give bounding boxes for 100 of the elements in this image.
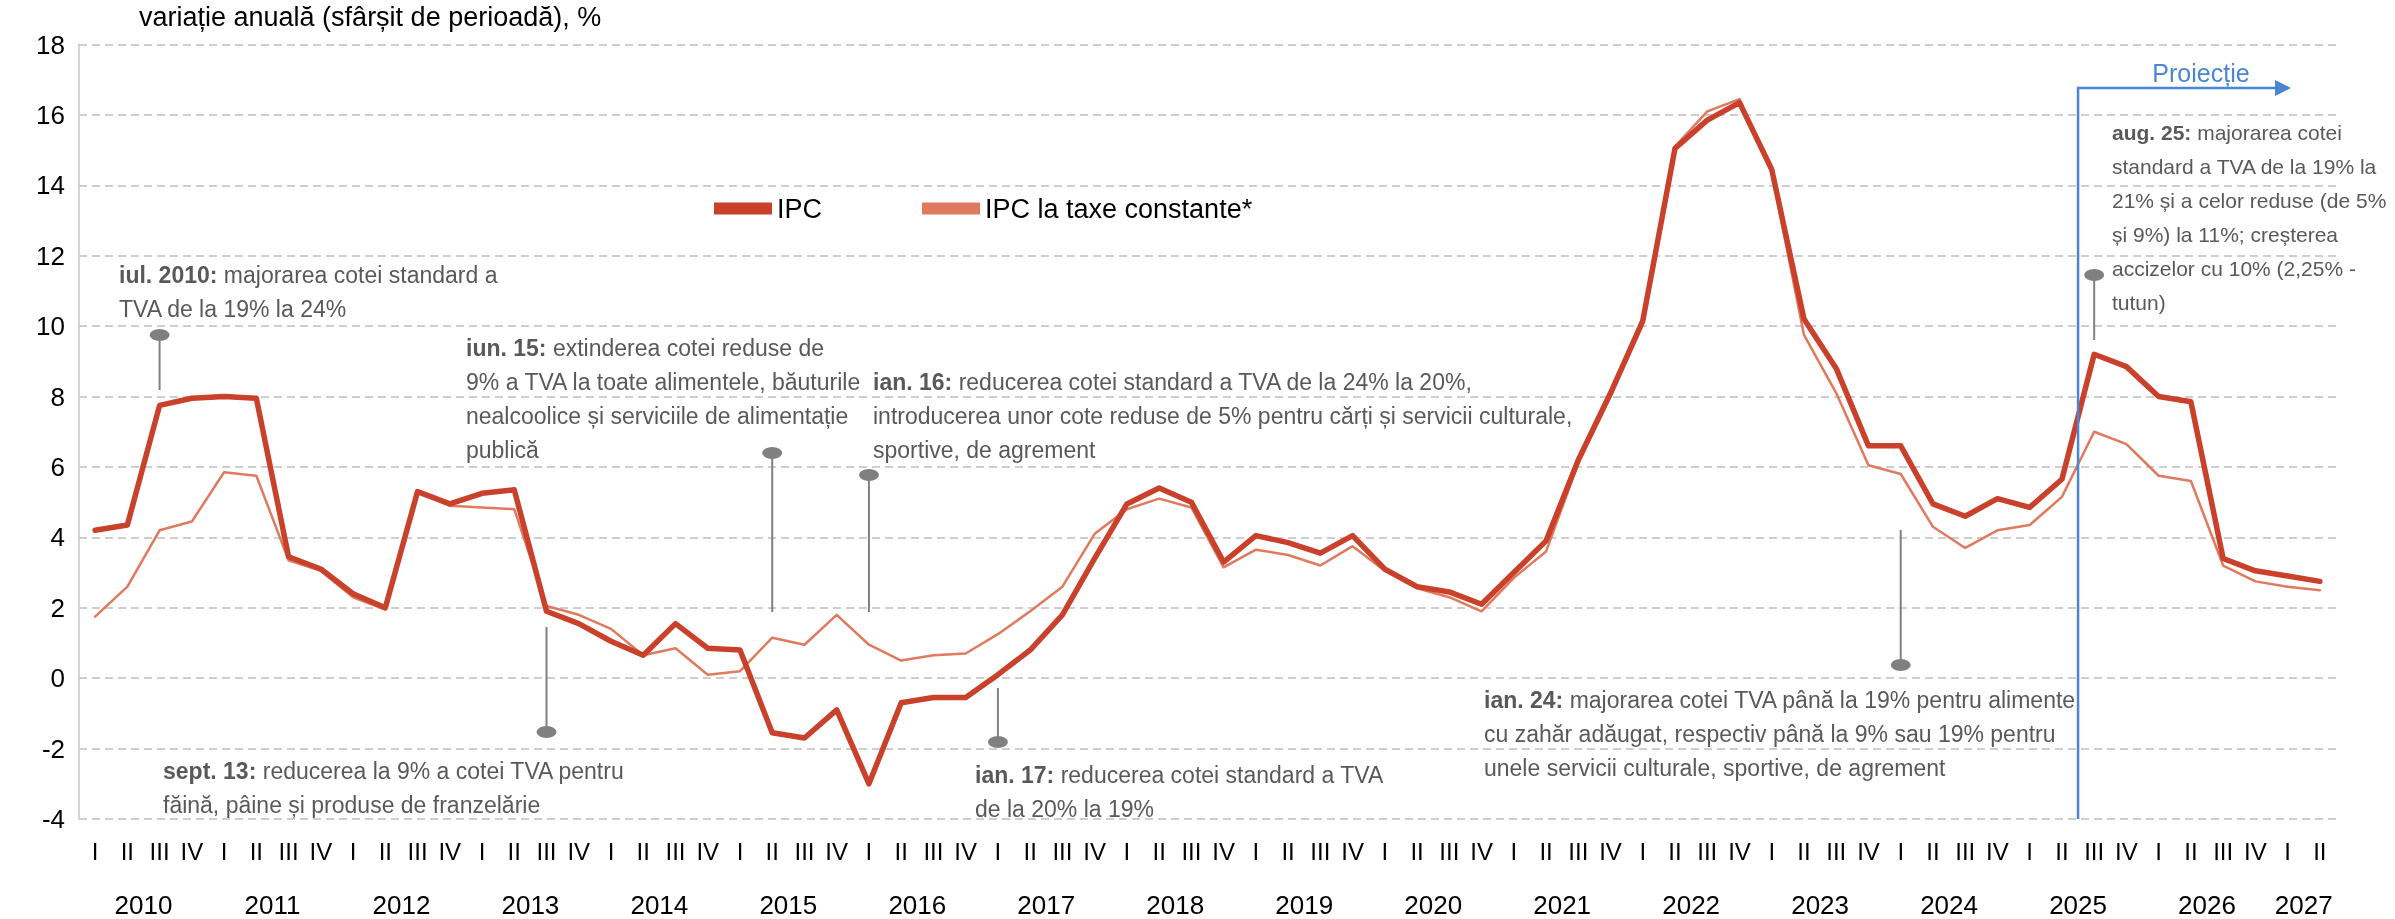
x-tick-label: I bbox=[865, 837, 873, 865]
x-tick-label: II bbox=[1410, 837, 1424, 865]
y-tick-label: 6 bbox=[50, 451, 65, 482]
x-tick-label: I bbox=[478, 837, 486, 865]
y-tick-label: 10 bbox=[36, 311, 65, 342]
text: 2011 bbox=[244, 890, 301, 919]
x-tick-label: II bbox=[507, 837, 521, 865]
x-tick-label: I bbox=[607, 837, 615, 865]
x-tick-label: II bbox=[2313, 837, 2327, 865]
x-tick-label: III bbox=[1052, 837, 1073, 865]
x-tick-label: III bbox=[407, 837, 428, 865]
x-tick-label: III bbox=[1826, 837, 1847, 865]
x-tick-label: I bbox=[1768, 837, 1776, 865]
text: 2021 bbox=[1533, 890, 1592, 919]
x-tick-label: IV bbox=[1986, 837, 2009, 865]
text: 2019 bbox=[1275, 890, 1334, 919]
annotation: aug. 25: majorarea cotei standard a TVA de la 19% la 21% și a celor reduse (de 5% și 9%) la 11%; creșterea accizelor cu 10% (2,25% - tutun) bbox=[2112, 120, 2388, 316]
text: 2024 bbox=[1920, 890, 1978, 919]
x-tick-label: II bbox=[1152, 837, 1166, 865]
x-tick-label: I bbox=[1123, 837, 1131, 865]
legend-label: IPC la taxe constante* bbox=[985, 193, 1253, 224]
x-tick-label: II bbox=[765, 837, 779, 865]
x-tick-label: III bbox=[1439, 837, 1460, 865]
y-tick-label: 18 bbox=[36, 29, 65, 60]
x-tick-label: IV bbox=[2244, 837, 2267, 865]
x-tick-label: IV bbox=[1470, 837, 1493, 865]
y-tick-label: 2 bbox=[50, 592, 65, 623]
x-tick-label: I bbox=[1897, 837, 1905, 865]
x-tick-label: II bbox=[1926, 837, 1940, 865]
x-tick-label: I bbox=[220, 837, 228, 865]
annotation: ian. 16: reducerea cotei standard a TVA de la 24% la 20%, introducerea unor cote reduse de 5% pentru cărți și servicii culturale, sportive, de agrement bbox=[873, 368, 1574, 465]
text: 2016 bbox=[888, 890, 947, 919]
text: 2010 bbox=[114, 890, 173, 919]
x-tick-label: I bbox=[91, 837, 99, 865]
annotation: ian. 17: reducerea cotei standard a TVA de la 20% la 19% bbox=[975, 761, 1384, 824]
text: 2022 bbox=[1662, 890, 1721, 919]
y-axis-title: variație anuală (sfârșit de perioadă), % bbox=[139, 2, 602, 32]
x-tick-label: IV bbox=[1857, 837, 1880, 865]
text: 2013 bbox=[501, 890, 560, 919]
x-tick-label: IV bbox=[1083, 837, 1106, 865]
x-tick-label: II bbox=[378, 837, 392, 865]
x-tick-label: I bbox=[1381, 837, 1389, 865]
y-tick-label: 16 bbox=[36, 99, 65, 130]
x-tick-label: IV bbox=[309, 837, 333, 865]
x-tick-label: III bbox=[1568, 837, 1589, 865]
text: 2017 bbox=[1017, 890, 1076, 919]
x-tick-label: IV bbox=[1212, 837, 1235, 865]
x-tick-label: II bbox=[894, 837, 908, 865]
x-tick-label: I bbox=[1252, 837, 1260, 865]
annotation: sept. 13: reducerea la 9% a cotei TVA pentru făină, pâine și produse de franzelărie bbox=[163, 757, 625, 820]
x-tick-label: II bbox=[249, 837, 264, 865]
text: 2025 bbox=[2049, 890, 2107, 919]
y-tick-label: 14 bbox=[36, 170, 65, 201]
x-tick-label: I bbox=[349, 837, 357, 865]
text: 2023 bbox=[1791, 890, 1850, 919]
x-tick-label: II bbox=[1023, 837, 1037, 865]
x-tick-label: III bbox=[794, 837, 815, 865]
y-tick-label: 4 bbox=[50, 522, 65, 553]
x-tick-label: III bbox=[1310, 837, 1331, 865]
annotation: iun. 15: extinderea cotei reduse de 9% a TVA la toate alimentele, băuturile nealcoolice și serviciile de alimentație publică bbox=[466, 334, 861, 465]
x-tick-label: III bbox=[1181, 837, 1202, 865]
y-tick-label: 12 bbox=[36, 240, 65, 271]
x-tick-label: II bbox=[120, 837, 135, 865]
y-tick-label: 8 bbox=[50, 381, 65, 412]
text: 2012 bbox=[372, 890, 431, 919]
x-tick-label: II bbox=[636, 837, 650, 865]
x-tick-label: III bbox=[2213, 837, 2234, 865]
x-tick-label: IV bbox=[2115, 837, 2138, 865]
y-tick-label: 0 bbox=[50, 663, 65, 694]
x-tick-label: IV bbox=[438, 837, 462, 865]
x-tick-label: II bbox=[1539, 837, 1553, 865]
text: 2020 bbox=[1404, 890, 1463, 919]
x-tick-label: IV bbox=[1341, 837, 1364, 865]
x-tick-label: I bbox=[1639, 837, 1647, 865]
x-tick-label: I bbox=[2026, 837, 2034, 865]
y-tick-label: -4 bbox=[41, 804, 65, 834]
x-tick-label: I bbox=[1510, 837, 1518, 865]
x-tick-label: I bbox=[2284, 837, 2291, 865]
x-tick-label: II bbox=[1668, 837, 1682, 865]
annotation: Proiecție bbox=[2152, 58, 2250, 89]
x-tick-label: III bbox=[278, 837, 299, 865]
y-tick-label: -2 bbox=[41, 733, 65, 764]
x-tick-label: III bbox=[923, 837, 944, 865]
x-tick-label: IV bbox=[1728, 837, 1751, 865]
x-tick-label: II bbox=[2184, 837, 2198, 865]
text: 2015 bbox=[759, 890, 818, 919]
text: 2014 bbox=[630, 890, 689, 919]
x-tick-label: III bbox=[665, 837, 686, 865]
x-tick-label: IV bbox=[1599, 837, 1622, 865]
x-tick-label: I bbox=[994, 837, 1002, 865]
text: 2026 bbox=[2178, 890, 2236, 919]
x-tick-label: III bbox=[149, 837, 170, 865]
x-tick-label: IV bbox=[180, 837, 204, 865]
x-tick-label: IV bbox=[567, 837, 591, 865]
x-tick-label: II bbox=[1281, 837, 1295, 865]
x-tick-label: IV bbox=[954, 837, 978, 865]
x-tick-label: III bbox=[2084, 837, 2105, 865]
x-tick-label: I bbox=[2155, 837, 2162, 865]
annotation: ian. 24: majorarea cotei TVA până la 19% pentru alimente cu zahăr adăugat, respectiv până la 9% sau 19% pentru unele servicii culturale, sportive, de agrement bbox=[1484, 686, 2077, 783]
x-tick-label: III bbox=[536, 837, 557, 865]
